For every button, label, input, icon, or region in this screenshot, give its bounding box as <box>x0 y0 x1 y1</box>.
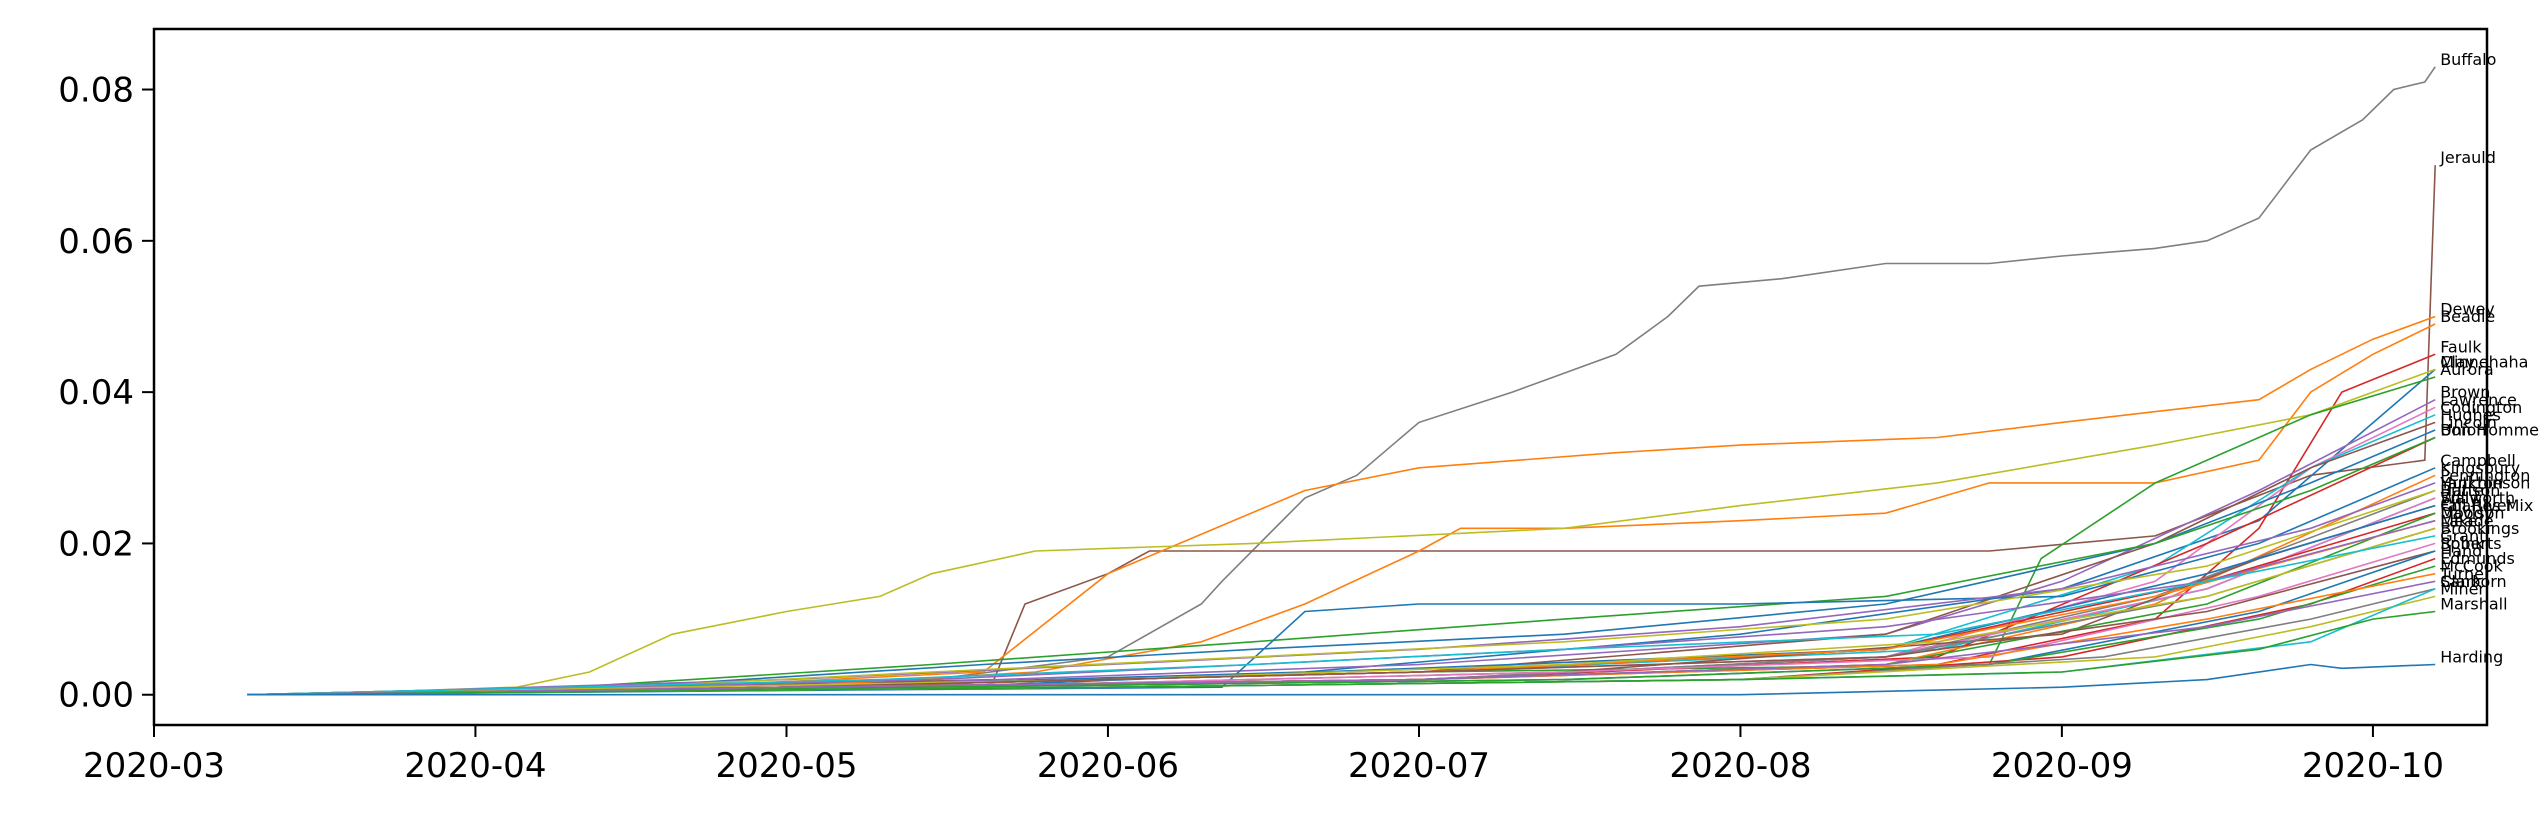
series-label: Edmunds <box>2440 549 2515 568</box>
x-axis: 2020-03 2020-04 2020-05 2020-06 2020-07 2020-… <box>83 725 2444 786</box>
series-label: Moody <box>2440 504 2493 523</box>
x-tick-label: 2020-04 <box>404 746 546 786</box>
series-label: Clay <box>2440 352 2475 371</box>
y-tick-label: 0.08 <box>58 71 134 111</box>
series-line-dewey <box>247 315 2436 696</box>
series-label: Sully <box>2440 489 2479 508</box>
series-line-harding <box>247 663 2436 696</box>
series-label: Miner <box>2440 579 2485 598</box>
series-label: Harding <box>2440 648 2503 667</box>
series-label: Campbell <box>2440 451 2516 470</box>
series-line-meade <box>247 527 2436 696</box>
plot-frame <box>152 27 2489 727</box>
series-line-marshall <box>247 610 2436 696</box>
series-line-minnehaha <box>247 368 2436 696</box>
series-label: Bon Homme <box>2440 421 2539 440</box>
series-label: Brookings <box>2440 519 2519 538</box>
y-axis: 0.00 0.02 0.04 0.06 0.08 <box>58 71 154 716</box>
series-label: Buffalo <box>2440 50 2496 69</box>
series-label: Jerauld <box>2439 148 2496 167</box>
series-line-lincoln <box>247 429 2436 696</box>
x-tick-label: 2020-07 <box>1348 746 1490 786</box>
series-label: Lake <box>2440 511 2477 530</box>
series-label: Clark <box>2440 572 2482 591</box>
x-tick-label: 2020-03 <box>83 746 225 786</box>
series-label: Butte <box>2440 481 2484 500</box>
series-label: Davison <box>2440 504 2504 523</box>
series-label: Sanborn <box>2440 572 2506 591</box>
y-tick-label: 0.02 <box>58 524 134 564</box>
y-tick-label: 0.06 <box>58 222 134 262</box>
series-label: Hand <box>2440 542 2482 561</box>
series-label: Kingsbury <box>2440 458 2520 477</box>
series-label: Aurora <box>2440 360 2493 379</box>
series-label: Turner <box>2439 564 2491 583</box>
series-label: Fall River <box>2440 496 2513 515</box>
series-label: Hughes <box>2440 405 2501 424</box>
series-label: Brown <box>2440 383 2490 402</box>
series-lines <box>247 66 2436 696</box>
series-label: Marshall <box>2440 595 2507 614</box>
series-label: Pennington <box>2440 466 2530 485</box>
series-label: Hutchinson <box>2440 474 2530 493</box>
series-label: Lincoln <box>2440 413 2497 432</box>
series-line-brookings <box>247 535 2436 696</box>
series-line-union <box>247 436 2436 696</box>
series-label: Walworth <box>2440 489 2515 508</box>
series-label: Codington <box>2440 398 2522 417</box>
series-label: Spink <box>2440 534 2485 553</box>
y-tick-label: 0.04 <box>58 373 134 413</box>
series-label: Beadle <box>2440 307 2495 326</box>
x-tick-label: 2020-10 <box>2302 746 2444 786</box>
x-tick-label: 2020-09 <box>1991 746 2133 786</box>
x-tick-label: 2020-08 <box>1669 746 1811 786</box>
y-tick-label: 0.00 <box>58 676 134 716</box>
series-label: Dewey <box>2440 300 2495 319</box>
series-label: Meade <box>2440 511 2493 530</box>
x-tick-label: 2020-06 <box>1037 746 1179 786</box>
series-label: Hanson <box>2440 481 2500 500</box>
series-label: Grant <box>2440 526 2485 545</box>
series-label: Lawrence <box>2440 390 2517 409</box>
series-label: Faulk <box>2440 337 2482 356</box>
series-label: Minnehaha <box>2440 352 2528 371</box>
series-label: Union <box>2440 421 2486 440</box>
series-line-buffalo <box>247 66 2436 696</box>
series-line-turner <box>247 580 2436 696</box>
x-tick-label: 2020-05 <box>715 746 857 786</box>
